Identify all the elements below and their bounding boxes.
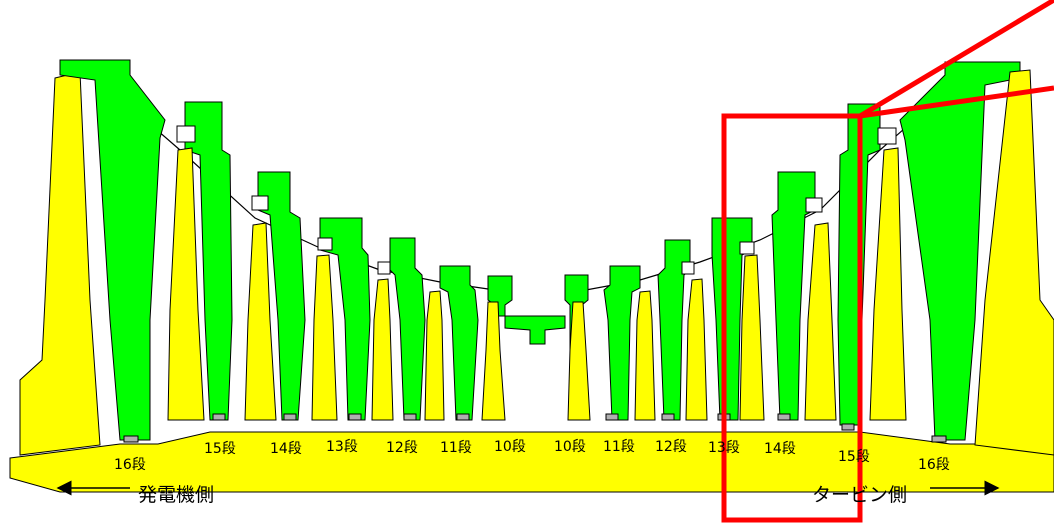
root-slot — [212, 413, 226, 421]
stator-left-15 — [184, 101, 233, 421]
root-slot — [348, 413, 362, 421]
stator-right-12 — [657, 239, 691, 421]
rotor-blade-left-11 — [424, 290, 445, 421]
stator-right-14 — [771, 171, 816, 421]
rotor-blade-left-15 — [167, 147, 205, 421]
rotor-blade-left-16 — [19, 71, 101, 456]
seal-box — [805, 197, 823, 213]
stage-label-right-15: 15段 — [838, 449, 870, 465]
stage-label-left-15: 15段 — [204, 441, 236, 457]
root-slot — [931, 435, 947, 443]
center-hub — [504, 315, 566, 345]
seal-box — [681, 261, 695, 275]
root-slot — [456, 413, 470, 421]
rotor-blade-right-15 — [869, 147, 907, 421]
root-slot — [403, 413, 417, 421]
highlight-box — [721, 113, 863, 523]
stage-label-right-12: 12段 — [655, 439, 687, 455]
rotor-blade-left-12 — [371, 278, 394, 421]
root-slot — [841, 423, 855, 431]
stator-right-11 — [603, 265, 641, 421]
seal-box — [877, 127, 897, 145]
stator-left-12 — [389, 237, 426, 421]
root-slot — [605, 413, 619, 421]
rotor-blade-left-13 — [311, 254, 338, 421]
stage-label-left-13: 13段 — [326, 439, 358, 455]
stage-label-left-11: 11段 — [440, 440, 472, 456]
root-slot — [283, 413, 297, 421]
rotor-blade-left-10 — [481, 301, 506, 421]
rotor-blade-right-14 — [804, 222, 837, 421]
rotor-blade-right-16 — [974, 69, 1054, 456]
seal-box — [251, 195, 269, 211]
root-slot — [777, 413, 791, 421]
stator-left-16 — [59, 59, 166, 441]
stage-label-left-16: 16段 — [114, 457, 146, 473]
stage-label-left-14: 14段 — [270, 441, 302, 457]
rotor-blade-right-10 — [567, 301, 591, 421]
highlight-pointer-line — [859, 85, 1054, 119]
stator-left-13 — [319, 217, 371, 421]
seal-box — [176, 125, 196, 143]
turbine-side-label: タービン側 — [812, 484, 908, 506]
stage-label-right-14: 14段 — [764, 441, 796, 457]
stator-left-11 — [439, 265, 479, 421]
stage-label-right-10: 10段 — [554, 439, 586, 455]
rotor-blade-right-13 — [739, 254, 765, 421]
rotor-blade-left-14 — [244, 222, 277, 421]
root-slot — [661, 413, 675, 421]
highlight-pointer-line-2 — [858, 0, 1054, 119]
generator-side-label: 発電機側 — [138, 484, 215, 506]
seal-box — [739, 241, 755, 255]
stage-label-right-11: 11段 — [603, 439, 635, 455]
stage-label-left-12: 12段 — [386, 440, 418, 456]
stage-label-right-13: 13段 — [708, 440, 740, 456]
seal-box — [317, 237, 333, 251]
rotor-blade-right-12 — [685, 278, 708, 421]
seal-box — [377, 261, 391, 275]
stator-left-14 — [257, 171, 306, 421]
stage-label-left-10: 10段 — [494, 439, 526, 455]
stage-label-right-16: 16段 — [918, 457, 950, 473]
rotor-base — [9, 431, 1054, 493]
root-slot — [123, 435, 139, 443]
rotor-blade-right-11 — [634, 290, 656, 421]
